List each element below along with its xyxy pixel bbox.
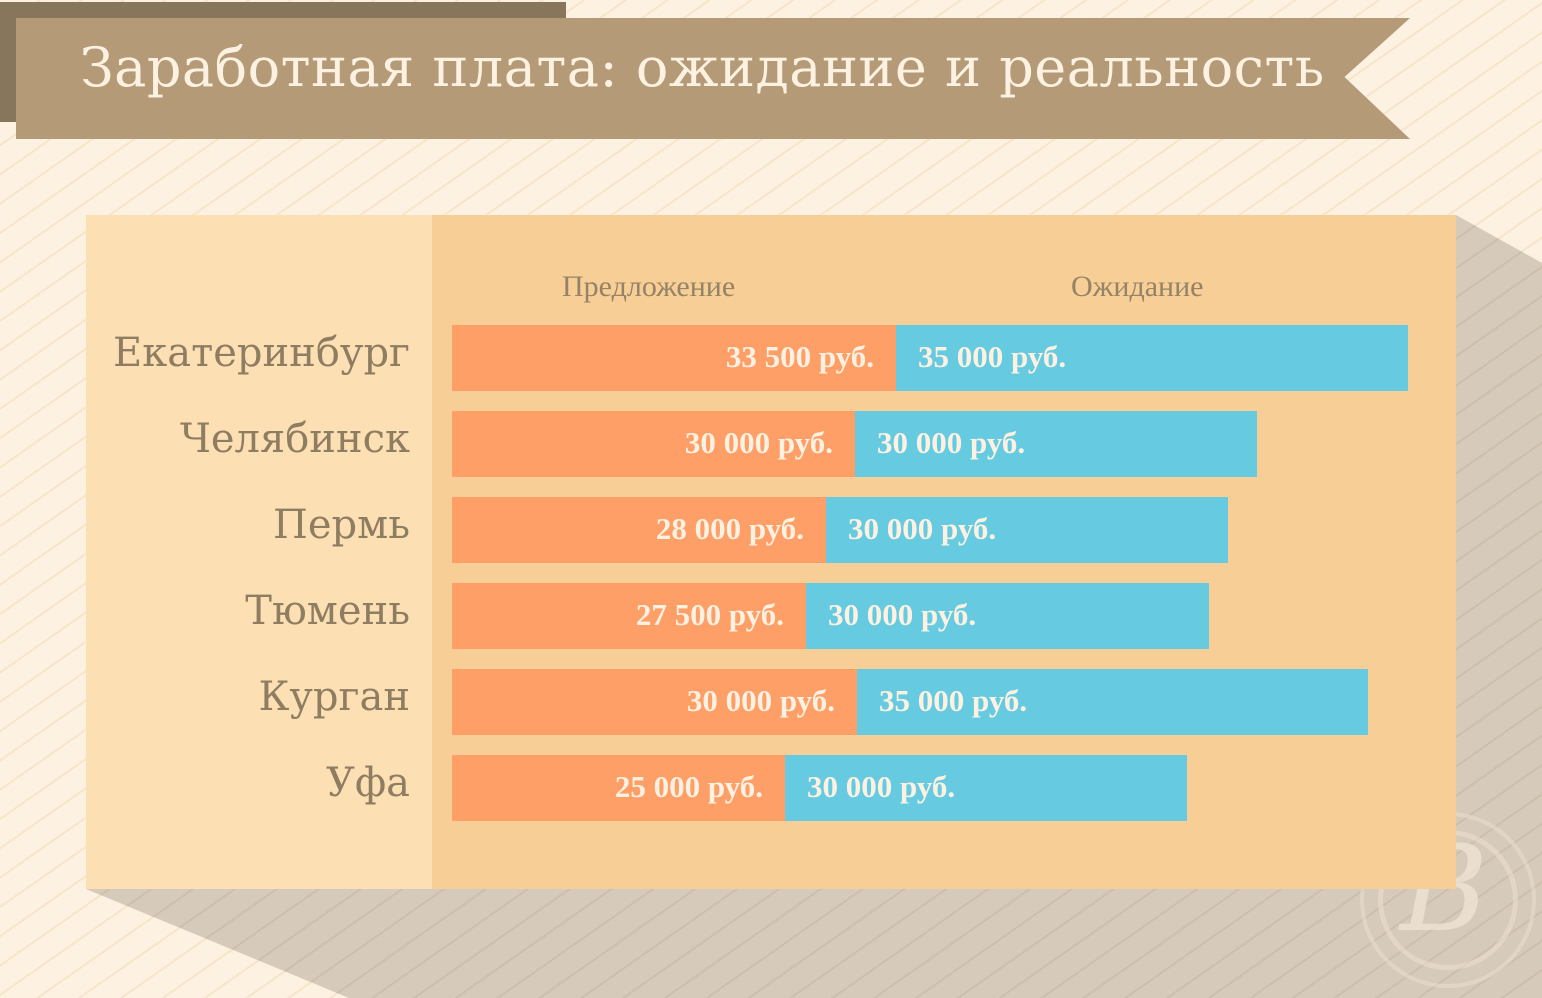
expectation-bar: 30 000 руб. [855, 411, 1257, 477]
expectation-value: 30 000 руб. [807, 769, 956, 804]
offer-value: 30 000 руб. [684, 425, 833, 460]
offer-bar: 27 500 руб. [452, 583, 806, 649]
offer-value: 28 000 руб. [655, 511, 804, 546]
expectation-bar: 30 000 руб. [806, 583, 1209, 649]
offer-bar: 28 000 руб. [452, 497, 826, 563]
city-label-panel [86, 215, 432, 889]
city-label: Курган [258, 674, 410, 720]
city-label: Челябинск [179, 416, 410, 462]
expectation-bar: 35 000 руб. [857, 669, 1368, 735]
expectation-value: 30 000 руб. [877, 425, 1026, 460]
expectation-bar: 35 000 руб. [896, 325, 1408, 391]
offer-bar: 33 500 руб. [452, 325, 896, 391]
expectation-value: 35 000 руб. [918, 339, 1067, 374]
offer-value: 33 500 руб. [725, 339, 874, 374]
offer-value: 30 000 руб. [686, 683, 835, 718]
city-label: Пермь [272, 502, 410, 548]
expectation-value: 30 000 руб. [828, 597, 977, 632]
city-label: Тюмень [245, 588, 410, 634]
offer-bar: 25 000 руб. [452, 755, 785, 821]
legend-expectation: Ожидание [1071, 270, 1204, 303]
page-title: Заработная плата: ожидание и реальность [80, 36, 1325, 99]
legend-offer: Предложение [562, 270, 736, 303]
offer-bar: 30 000 руб. [452, 669, 857, 735]
title-ribbon [16, 18, 1410, 139]
city-label: Уфа [325, 760, 410, 806]
expectation-bar: 30 000 руб. [785, 755, 1187, 821]
offer-bar: 30 000 руб. [452, 411, 855, 477]
expectation-value: 35 000 руб. [879, 683, 1028, 718]
expectation-bar: 30 000 руб. [826, 497, 1228, 563]
offer-value: 27 500 руб. [635, 597, 784, 632]
offer-value: 25 000 руб. [614, 769, 763, 804]
city-label: Екатеринбург [113, 330, 410, 376]
expectation-value: 30 000 руб. [848, 511, 997, 546]
